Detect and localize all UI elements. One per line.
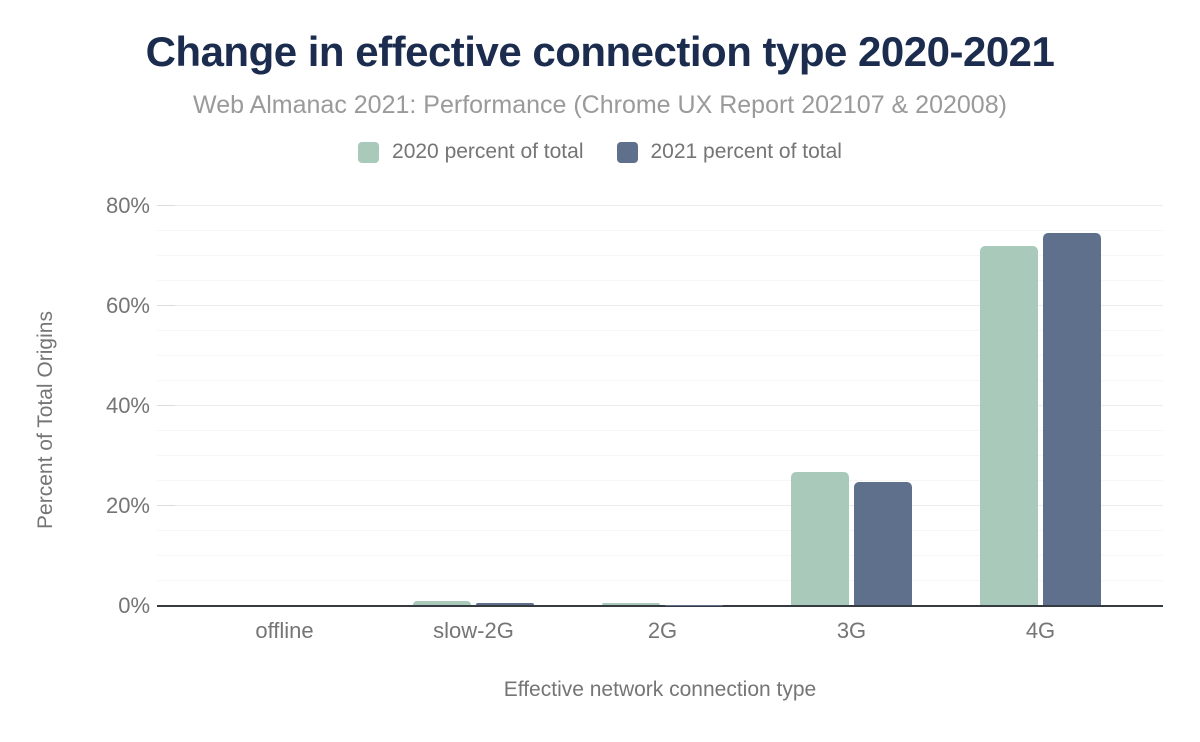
gridline-minor [157,480,1163,481]
x-tick-label-4G: 4G [1025,618,1056,643]
bar-slow-2G-2021 [476,602,534,605]
gridline-major [157,305,1163,306]
legend-item-2021: 2021 percent of total [616,140,842,164]
bar-4G-2021 [1043,232,1101,605]
gridline-major [157,505,1163,506]
bar-3G-2021 [854,482,912,605]
x-tick-label-slow-2G: slow-2G [433,618,514,643]
chart-subtitle: Web Almanac 2021: Performance (Chrome UX… [193,91,1007,119]
chart-title: Change in effective connection type 2020… [145,28,1055,75]
legend-item-2020: 2020 percent of total [358,140,584,164]
gridline-minor [157,455,1163,456]
bar-3G-2020 [791,471,849,605]
gridline-minor [157,280,1163,281]
bars-row [190,187,1135,605]
y-axis-tick-labels: 0% 20% 40% 60% 80% [0,187,150,618]
y-tick-mark [157,305,175,306]
gridline-minor [157,380,1163,381]
gridline-minor [157,330,1163,331]
gridline-minor [157,555,1163,556]
y-tick-label: 60% [105,293,150,318]
y-tick-label: 0% [118,593,150,618]
y-tick-label: 20% [105,493,150,518]
gridline-minor [157,355,1163,356]
x-tick-label-2G: 2G [647,618,678,643]
x-tick-label-offline: offline [255,618,314,643]
gridline-major [157,405,1163,406]
category-slot-offline [190,187,379,605]
bar-slow-2G-2020 [413,601,471,605]
y-tick-mark [157,405,175,406]
gridline-minor [157,255,1163,256]
y-tick-label: 80% [105,193,150,218]
x-tick-label-3G: 3G [836,618,867,643]
legend-swatch-2021-icon [616,141,638,163]
legend-swatch-2020-icon [358,141,380,163]
gridline-major [157,205,1163,206]
gridline-minor [157,580,1163,581]
legend-label-2020: 2020 percent of total [392,140,584,163]
legend-label-2021: 2021 percent of total [650,140,842,163]
x-axis-tick-labels: offline slow-2G 2G 3G 4G [190,618,1135,644]
legend: 2020 percent of total 2021 percent of to… [0,140,1200,164]
bar-2G-2021 [665,604,723,605]
bar-4G-2020 [980,246,1038,605]
category-slot-2G [568,187,757,605]
gridline-minor [157,430,1163,431]
y-tick-mark [157,505,175,506]
bar-2G-2020 [602,602,660,605]
category-slot-4G [946,187,1135,605]
x-axis-title: Effective network connection type [503,678,817,701]
category-slot-3G [757,187,946,605]
y-tick-mark [157,205,175,206]
gridline-minor [157,230,1163,231]
gridline-minor [157,530,1163,531]
y-tick-label: 40% [105,393,150,418]
plot-area [157,187,1163,607]
category-slot-slow-2G [379,187,568,605]
